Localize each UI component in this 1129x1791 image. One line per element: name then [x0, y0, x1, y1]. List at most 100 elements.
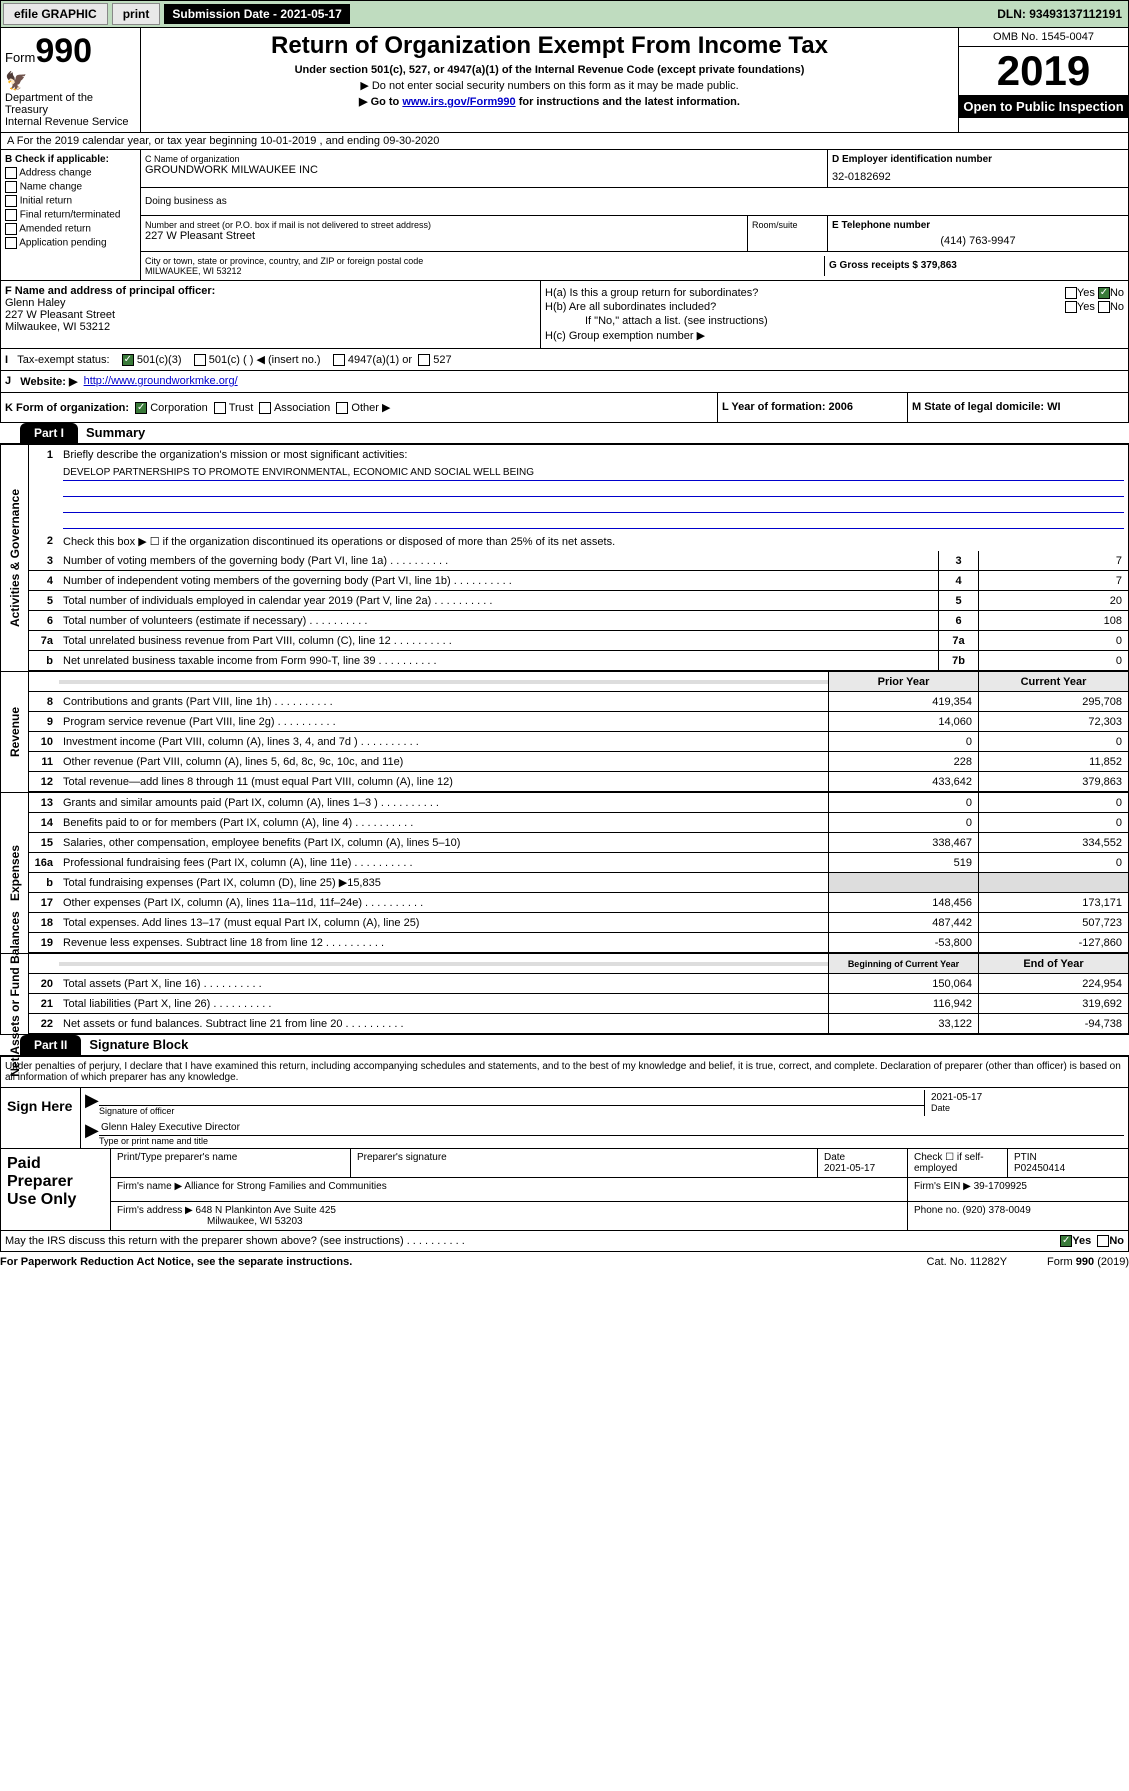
org-name: GROUNDWORK MILWAUKEE INC — [145, 164, 823, 176]
part2-title: Signature Block — [81, 1037, 188, 1052]
mission-blank3 — [63, 515, 1124, 529]
footer-left: For Paperwork Reduction Act Notice, see … — [0, 1256, 352, 1268]
form-title: Return of Organization Exempt From Incom… — [145, 32, 954, 60]
line8-curr: 295,708 — [978, 692, 1128, 711]
line7a-text: Total unrelated business revenue from Pa… — [59, 633, 938, 649]
top-toolbar: efile GRAPHIC print Submission Date - 20… — [0, 0, 1129, 28]
lbl-trust: Trust — [229, 402, 254, 414]
chk-address-change[interactable] — [5, 167, 17, 179]
discuss-no[interactable] — [1097, 1235, 1109, 1247]
line17-curr: 173,171 — [978, 893, 1128, 912]
line7b-text: Net unrelated business taxable income fr… — [59, 653, 938, 669]
chk-other[interactable] — [336, 402, 348, 414]
perjury-text: Under penalties of perjury, I declare th… — [1, 1057, 1128, 1087]
h-b-note: If "No," attach a list. (see instruction… — [545, 315, 1124, 327]
chk-amended[interactable] — [5, 223, 17, 235]
discuss-text: May the IRS discuss this return with the… — [5, 1235, 465, 1247]
hb-yes[interactable] — [1065, 301, 1077, 313]
footer-mid: Cat. No. 11282Y — [927, 1256, 1008, 1268]
state-domicile: M State of legal domicile: WI — [908, 393, 1128, 422]
chk-name-change[interactable] — [5, 181, 17, 193]
lbl-name-change: Name change — [20, 182, 82, 193]
firm-name: Alliance for Strong Families and Communi… — [184, 1181, 386, 1192]
city-label: City or town, state or province, country… — [145, 256, 824, 266]
firm-addr: 648 N Plankinton Ave Suite 425 — [196, 1205, 336, 1216]
tax-year: 2019 — [959, 47, 1128, 95]
dln-label: DLN: 93493137112191 — [997, 7, 1126, 21]
lbl-501c: 501(c) ( ) ◀ (insert no.) — [209, 354, 321, 366]
lbl-initial-return: Initial return — [20, 196, 72, 207]
line8-text: Contributions and grants (Part VIII, lin… — [59, 694, 828, 710]
ha-yes[interactable] — [1065, 287, 1077, 299]
irs-link[interactable]: www.irs.gov/Form990 — [402, 96, 515, 108]
addr-label: Number and street (or P.O. box if mail i… — [145, 220, 743, 230]
firm-name-lbl: Firm's name ▶ — [117, 1181, 182, 1192]
line10-text: Investment income (Part VIII, column (A)… — [59, 734, 828, 750]
chk-501c[interactable] — [194, 354, 206, 366]
line20-prior: 150,064 — [828, 974, 978, 993]
website-label: Website: ▶ — [20, 375, 77, 388]
chk-assoc[interactable] — [259, 402, 271, 414]
chk-initial-return[interactable] — [5, 195, 17, 207]
officer-signature[interactable] — [99, 1090, 924, 1106]
line9-prior: 14,060 — [828, 712, 978, 731]
firm-ein-lbl: Firm's EIN ▶ — [914, 1181, 971, 1192]
sig-date: 2021-05-17 — [931, 1092, 1118, 1103]
line13-curr: 0 — [978, 793, 1128, 812]
line10-curr: 0 — [978, 732, 1128, 751]
chk-501c3[interactable]: ✓ — [122, 354, 134, 366]
lbl-address-change: Address change — [19, 168, 91, 179]
discuss-yes[interactable]: ✓ — [1060, 1235, 1072, 1247]
org-name-label: C Name of organization — [145, 154, 823, 164]
hb-no[interactable] — [1098, 301, 1110, 313]
chk-corp[interactable]: ✓ — [135, 402, 147, 414]
part1-header: Part I — [20, 423, 78, 443]
line5-text: Total number of individuals employed in … — [59, 593, 938, 609]
line14-prior: 0 — [828, 813, 978, 832]
hdr-prior-year: Prior Year — [828, 672, 978, 691]
chk-application-pending[interactable] — [5, 237, 17, 249]
sig-officer-label: Signature of officer — [99, 1106, 924, 1116]
footer-right: Form 990 (2019) — [1047, 1256, 1129, 1268]
subtitle-2: ▶ Do not enter social security numbers o… — [145, 79, 954, 92]
line12-text: Total revenue—add lines 8 through 11 (mu… — [59, 774, 828, 790]
chk-527[interactable] — [418, 354, 430, 366]
tax-exempt-label: Tax-exempt status: — [17, 354, 109, 366]
chk-4947[interactable] — [333, 354, 345, 366]
form-org-label: K Form of organization: — [5, 402, 129, 414]
firm-addr2: Milwaukee, WI 53203 — [117, 1216, 303, 1227]
ptin-hdr: PTIN — [1014, 1152, 1037, 1163]
lbl-corp: Corporation — [150, 402, 207, 414]
line3-text: Number of voting members of the governin… — [59, 553, 938, 569]
addr-value: 227 W Pleasant Street — [145, 230, 743, 242]
hb-yes-lbl: Yes — [1077, 301, 1095, 313]
paid-preparer-label: Paid Preparer Use Only — [1, 1149, 111, 1230]
line20-text: Total assets (Part X, line 16) — [59, 976, 828, 992]
website-link[interactable]: http://www.groundworkmke.org/ — [84, 375, 238, 388]
lbl-assoc: Association — [274, 402, 330, 414]
sig-arrow-icon: ▶ — [85, 1090, 99, 1116]
chk-trust[interactable] — [214, 402, 226, 414]
dept-label: Department of the Treasury Internal Reve… — [5, 92, 136, 128]
line7b-val: 0 — [978, 651, 1128, 670]
line19-text: Revenue less expenses. Subtract line 18 … — [59, 935, 828, 951]
lbl-other: Other ▶ — [351, 402, 390, 414]
ha-no[interactable]: ✓ — [1098, 287, 1110, 299]
line14-curr: 0 — [978, 813, 1128, 832]
phone-value: (414) 763-9947 — [832, 235, 1124, 247]
vlabel-activities: Activities & Governance — [1, 445, 29, 671]
chk-final-return[interactable] — [5, 209, 17, 221]
print-button[interactable]: print — [112, 3, 161, 25]
efile-button[interactable]: efile GRAPHIC — [3, 3, 108, 25]
line21-curr: 319,692 — [978, 994, 1128, 1013]
line22-prior: 33,122 — [828, 1014, 978, 1033]
line22-text: Net assets or fund balances. Subtract li… — [59, 1016, 828, 1032]
ptin-val: P02450414 — [1014, 1163, 1065, 1174]
line16b-prior — [828, 873, 978, 892]
line18-curr: 507,723 — [978, 913, 1128, 932]
line20-curr: 224,954 — [978, 974, 1128, 993]
officer-name-field: Glenn Haley Executive Director — [99, 1120, 1124, 1136]
lbl-4947: 4947(a)(1) or — [348, 354, 412, 366]
line14-text: Benefits paid to or for members (Part IX… — [59, 815, 828, 831]
row-a-tax-year: A For the 2019 calendar year, or tax yea… — [0, 133, 1129, 150]
